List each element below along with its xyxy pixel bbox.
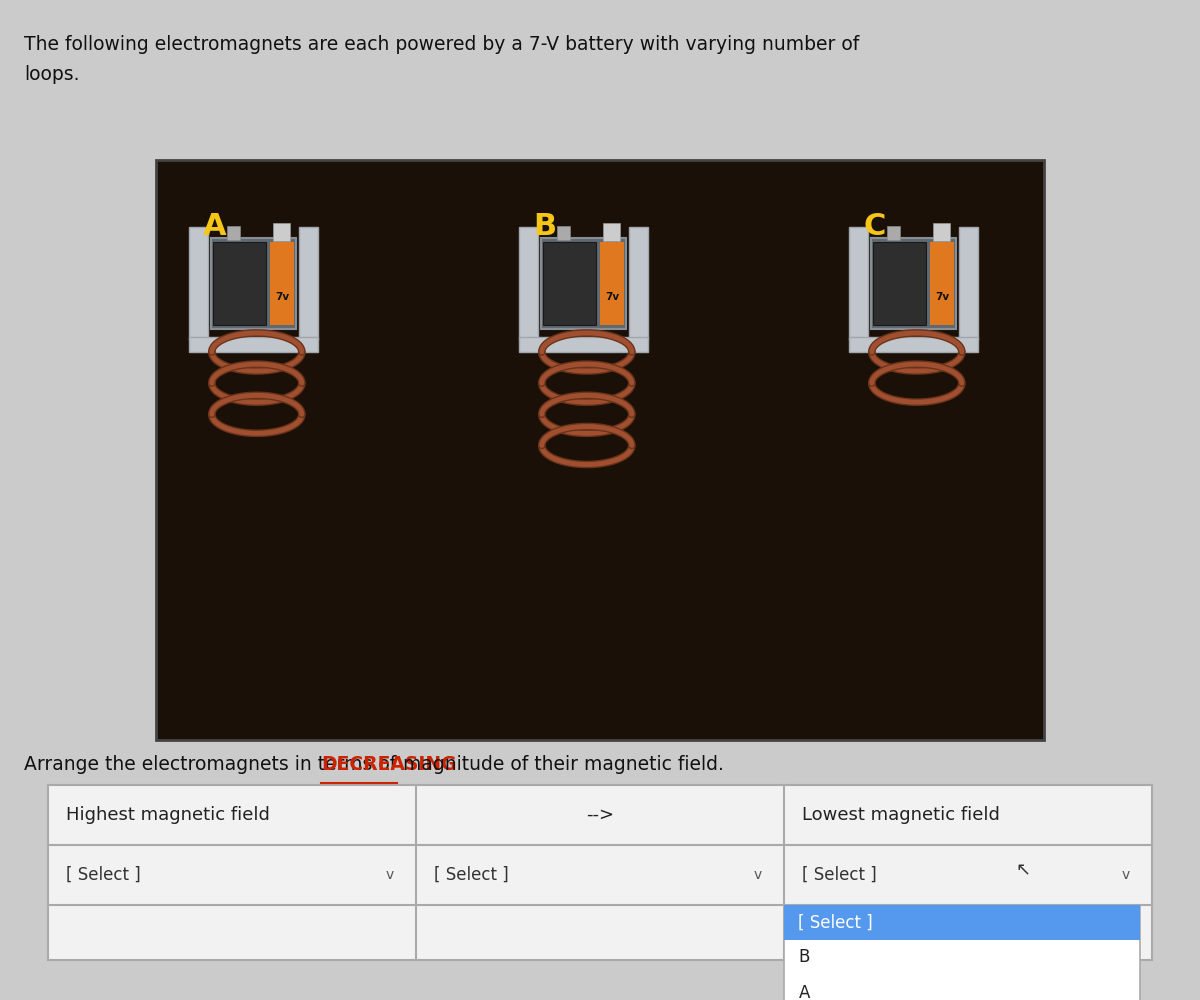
FancyBboxPatch shape xyxy=(930,242,954,325)
FancyBboxPatch shape xyxy=(188,227,209,340)
FancyBboxPatch shape xyxy=(934,223,950,241)
Text: [ Select ]: [ Select ] xyxy=(802,866,877,884)
Text: 7v: 7v xyxy=(605,292,619,302)
FancyBboxPatch shape xyxy=(604,223,620,241)
Text: magnitude of their magnetic field.: magnitude of their magnetic field. xyxy=(397,755,725,774)
Text: -->: --> xyxy=(586,806,614,824)
FancyBboxPatch shape xyxy=(214,242,266,325)
Text: [ Select ]: [ Select ] xyxy=(434,866,509,884)
Text: Lowest magnetic field: Lowest magnetic field xyxy=(802,806,1000,824)
Text: [ Select ]: [ Select ] xyxy=(66,866,140,884)
FancyBboxPatch shape xyxy=(557,226,570,240)
Text: ↖: ↖ xyxy=(1015,861,1031,879)
FancyBboxPatch shape xyxy=(227,226,240,240)
Text: loops.: loops. xyxy=(24,65,79,84)
FancyBboxPatch shape xyxy=(874,242,926,325)
FancyBboxPatch shape xyxy=(299,227,318,340)
FancyBboxPatch shape xyxy=(520,337,648,352)
FancyBboxPatch shape xyxy=(211,238,296,329)
FancyBboxPatch shape xyxy=(850,227,869,340)
Text: Arrange the electromagnets in terms of: Arrange the electromagnets in terms of xyxy=(24,755,402,774)
FancyBboxPatch shape xyxy=(887,226,900,240)
FancyBboxPatch shape xyxy=(274,223,290,241)
FancyBboxPatch shape xyxy=(188,337,318,352)
FancyBboxPatch shape xyxy=(270,242,294,325)
Text: Highest magnetic field: Highest magnetic field xyxy=(66,806,270,824)
Text: A: A xyxy=(203,212,227,241)
Text: B: B xyxy=(533,212,556,241)
FancyBboxPatch shape xyxy=(48,785,1152,960)
FancyBboxPatch shape xyxy=(629,227,648,340)
FancyBboxPatch shape xyxy=(871,238,956,329)
Text: 7v: 7v xyxy=(935,292,949,302)
Text: [ Select ]: [ Select ] xyxy=(798,914,874,932)
Text: 7v: 7v xyxy=(275,292,289,302)
FancyBboxPatch shape xyxy=(850,337,978,352)
Text: A: A xyxy=(798,984,810,1000)
Text: v: v xyxy=(754,868,762,882)
Text: C: C xyxy=(863,212,886,241)
Text: DECREASING: DECREASING xyxy=(322,755,457,774)
FancyBboxPatch shape xyxy=(541,238,626,329)
Text: v: v xyxy=(1122,868,1130,882)
Text: B: B xyxy=(798,948,810,966)
Text: v: v xyxy=(386,868,395,882)
Text: The following electromagnets are each powered by a 7-V battery with varying numb: The following electromagnets are each po… xyxy=(24,35,859,54)
FancyBboxPatch shape xyxy=(784,905,1140,1000)
FancyBboxPatch shape xyxy=(784,905,1140,940)
FancyBboxPatch shape xyxy=(156,160,1044,740)
FancyBboxPatch shape xyxy=(959,227,978,340)
FancyBboxPatch shape xyxy=(520,227,539,340)
FancyBboxPatch shape xyxy=(600,242,624,325)
FancyBboxPatch shape xyxy=(542,242,596,325)
